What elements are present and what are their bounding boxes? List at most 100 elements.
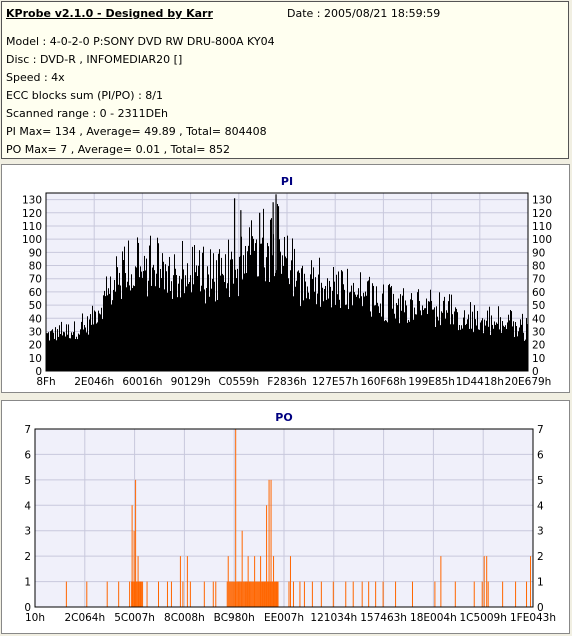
po-ytick-label-right: 7: [537, 424, 544, 436]
pi-ytick-label-left: 10: [29, 353, 42, 365]
po-ytick-label-left: 7: [24, 424, 31, 436]
pi-bar: [104, 290, 105, 371]
po-cluster-bar: [276, 581, 278, 607]
pi-bar: [462, 328, 463, 371]
pi-bar: [121, 298, 122, 371]
pi-bar: [334, 281, 335, 371]
po-xtick-label: 18E004h: [410, 612, 457, 624]
po-cluster-bar: [142, 581, 144, 607]
pi-bar: [119, 272, 120, 371]
pi-bar: [512, 326, 513, 371]
po-bar: [166, 581, 168, 607]
pi-bar: [382, 293, 383, 371]
pi-bar: [283, 265, 284, 371]
pi-bar: [233, 283, 234, 371]
pi-bar: [479, 329, 480, 371]
pi-bar: [126, 287, 127, 371]
pi-bar: [77, 339, 78, 371]
pi-bar: [223, 275, 224, 371]
pi-ytick-label-right: 80: [532, 261, 545, 273]
pi-bar: [180, 297, 181, 371]
po-cluster-bar: [271, 581, 273, 607]
po-ytick-label-right: 3: [537, 526, 544, 538]
po-tall-bar: [530, 556, 532, 607]
pi-bar: [359, 298, 360, 371]
pi-bar: [412, 300, 413, 371]
po-tall-bar: [135, 479, 137, 607]
pi-bar: [225, 254, 226, 371]
pi-bar: [249, 227, 250, 371]
pi-bar: [48, 332, 49, 371]
pi-bar: [277, 203, 278, 371]
pi-bar: [279, 239, 280, 371]
pi-bar: [274, 276, 275, 371]
pi-bar: [98, 310, 99, 371]
pi-bar: [402, 295, 403, 371]
pi-bar: [476, 325, 477, 371]
po-cluster-bar: [252, 581, 254, 607]
pi-bar: [409, 321, 410, 371]
pi-spike: [240, 210, 242, 371]
po-tall-bar: [486, 556, 488, 607]
pi-bar: [189, 281, 190, 371]
pi-bar: [63, 331, 64, 371]
pi-bar: [163, 261, 164, 371]
pi-bar: [174, 254, 175, 371]
pi-bar: [302, 265, 303, 371]
pi-bar: [140, 266, 141, 371]
pi-bar: [396, 303, 397, 371]
pi-bar: [291, 260, 292, 371]
po-cluster-bar: [251, 581, 253, 607]
po-cluster-bar: [139, 581, 141, 607]
pi-bar: [477, 310, 478, 371]
speed-line: Speed : 4x: [6, 71, 65, 84]
pi-ytick-label-left: 20: [29, 340, 42, 352]
pi-bar: [82, 313, 83, 371]
po-chart-title: PO: [275, 411, 292, 424]
po-cluster-bar: [242, 581, 244, 607]
pi-bar: [300, 306, 301, 371]
pi-bar: [423, 310, 424, 371]
pi-bar: [471, 328, 472, 371]
pi-bar: [504, 326, 505, 371]
pi-bar: [454, 311, 455, 371]
pi-bar: [456, 308, 457, 371]
po-bar: [375, 581, 377, 607]
po-cluster-bar: [255, 581, 257, 607]
pi-bar: [116, 256, 117, 371]
pi-bar: [51, 330, 52, 371]
po-bar: [352, 581, 354, 607]
model-line: Model : 4-0-2-0 P:SONY DVD RW DRU-800A K…: [6, 35, 275, 48]
pi-bar: [73, 332, 74, 371]
pi-bar: [399, 323, 400, 371]
pi-bar: [149, 245, 150, 371]
pi-bar: [473, 332, 474, 371]
pi-bar: [518, 331, 519, 371]
pi-bar: [416, 314, 417, 371]
pi-bars: [46, 194, 528, 371]
pi-bar: [521, 324, 522, 371]
pi-bar: [241, 236, 242, 371]
pi-bar: [127, 281, 128, 371]
pi-spike: [275, 194, 277, 371]
pi-bar: [415, 314, 416, 371]
pi-bar: [390, 287, 391, 371]
pi-bar: [265, 281, 266, 371]
po-ytick-label-left: 2: [24, 551, 31, 563]
pi-bar: [66, 324, 67, 371]
pi-bar: [468, 314, 469, 371]
pi-xtick-label: 1D4418h: [456, 376, 504, 388]
pi-bar: [146, 258, 147, 371]
pi-bar: [145, 270, 146, 371]
pi-bar: [262, 237, 263, 371]
po-cluster-bar: [228, 581, 230, 607]
pi-bar: [441, 311, 442, 371]
pi-bar: [188, 283, 189, 371]
pi-bar: [313, 267, 314, 371]
pi-bar: [372, 283, 373, 371]
pi-bar: [404, 312, 405, 371]
pi-bar: [348, 309, 349, 371]
po-cluster-bar: [249, 581, 251, 607]
pi-bar: [85, 327, 86, 371]
pi-bar: [261, 243, 262, 371]
